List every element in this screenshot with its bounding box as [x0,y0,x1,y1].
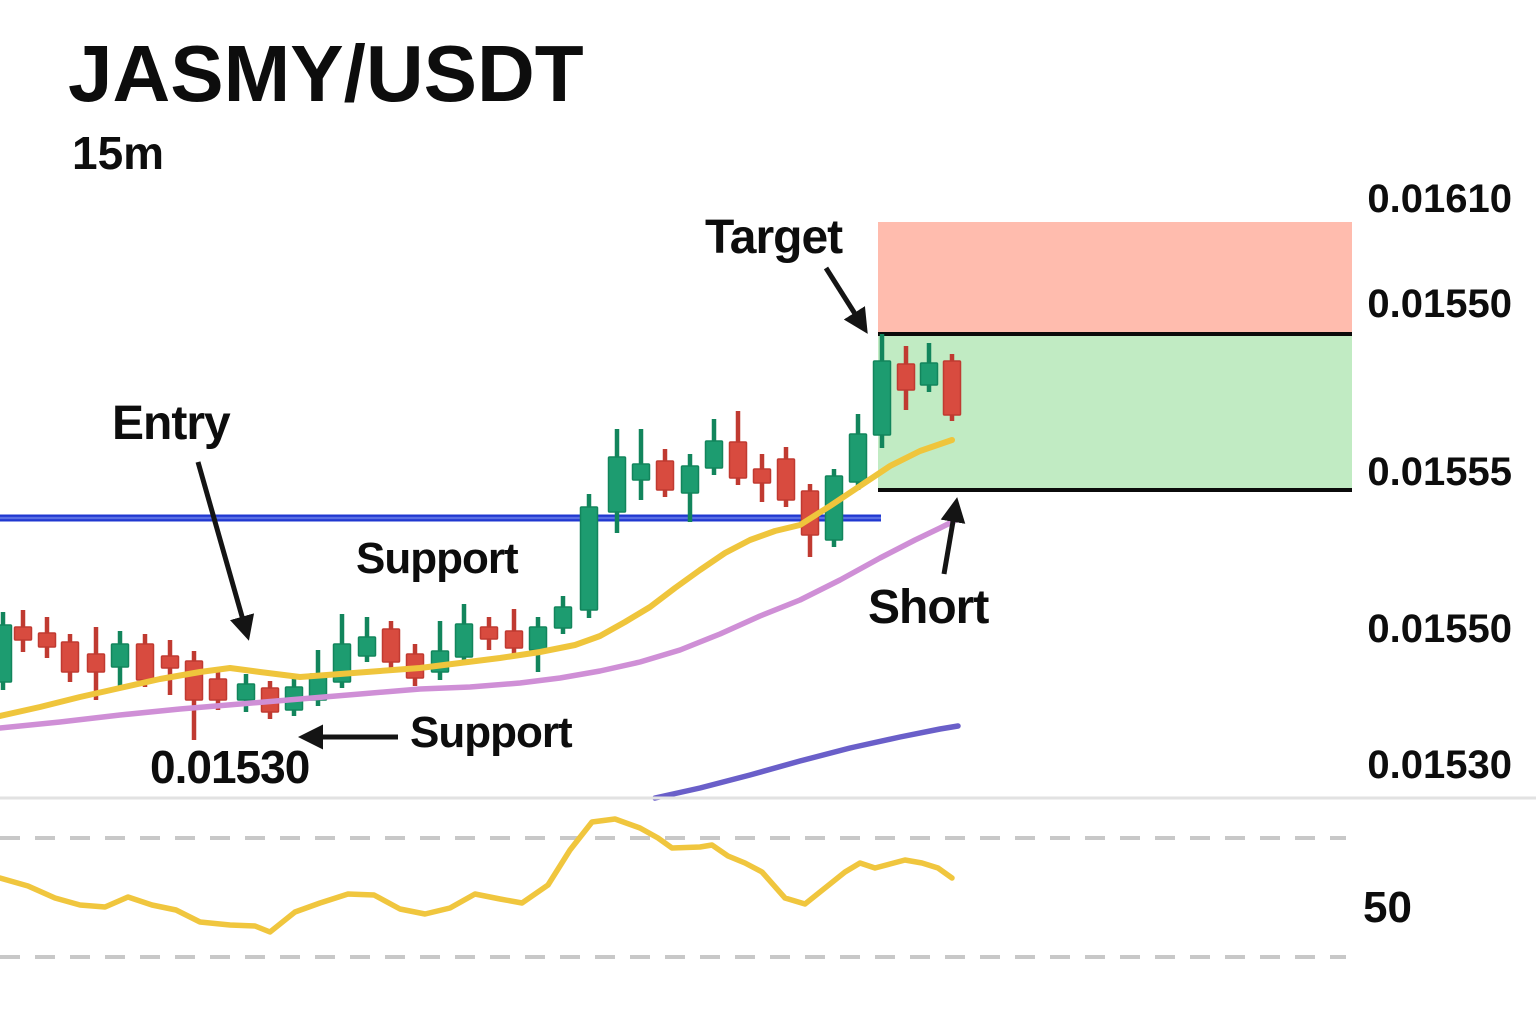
rsi-midline-label: 50 [1363,883,1412,932]
y-axis-label-0: 0.01610 [1367,177,1512,221]
candle-body-up [704,440,724,469]
candle-body-down [942,360,962,416]
candle-body-up [454,623,474,658]
support-upper-annotation: Support [356,534,519,583]
candle-body-down [184,660,204,701]
candle-body-up [357,636,377,657]
entry-arrow [195,461,255,641]
rsi-line [0,816,955,935]
candle-body-up [110,643,130,668]
support-lower-annotation: Support [410,708,573,757]
support-price-annotation: 0.01530 [150,741,310,793]
panel-separator [0,796,1536,800]
candle-body-down [896,363,916,391]
support-level-line-core [0,516,881,520]
candle-body-up [607,456,627,513]
candle-body-up [919,362,939,386]
trend-line [652,723,961,801]
candle-body-up [579,506,599,611]
candle-body-down [728,441,748,479]
candle-body-up [848,433,868,483]
candle-body-up [631,463,651,481]
candle-body-down [135,643,155,681]
target-annotation: Target [705,211,843,264]
y-axis-label-4: 0.01530 [1367,743,1512,787]
candle-body-down [37,632,57,648]
candle-body-down [479,626,499,640]
target-arrow [823,266,868,334]
candle-body-down [208,678,228,701]
candle-body-up [872,360,892,436]
candle-body-down [752,468,772,484]
candle-body-up [528,626,548,651]
candle-body-down [504,630,524,649]
y-axis-label-2: 0.01555 [1367,450,1512,494]
entry-annotation: Entry [112,397,231,450]
stop-loss-zone [878,222,1352,332]
ma-fast-line [0,437,955,719]
candle-body-down [160,655,180,669]
candle-body-down [60,641,80,673]
timeframe-label: 15m [72,127,165,179]
pair-title: JASMY/USDT [68,29,584,118]
candle-body-up [0,624,13,683]
candle-body-down [776,458,796,501]
candle-body-down [381,628,401,663]
candle-body-up [553,606,573,629]
candle-body-down [655,460,675,491]
candlestick-series [0,334,962,740]
candle-body-down [86,653,106,673]
y-axis-label-3: 0.01550 [1367,607,1512,651]
short-annotation: Short [868,581,989,634]
candle-body-up [680,465,700,494]
ma-slow-line [0,516,961,731]
candle-body-down [13,626,33,641]
short-arrow [940,497,966,575]
candle-body-up [236,683,256,701]
y-axis-label-1: 0.01550 [1367,282,1512,326]
